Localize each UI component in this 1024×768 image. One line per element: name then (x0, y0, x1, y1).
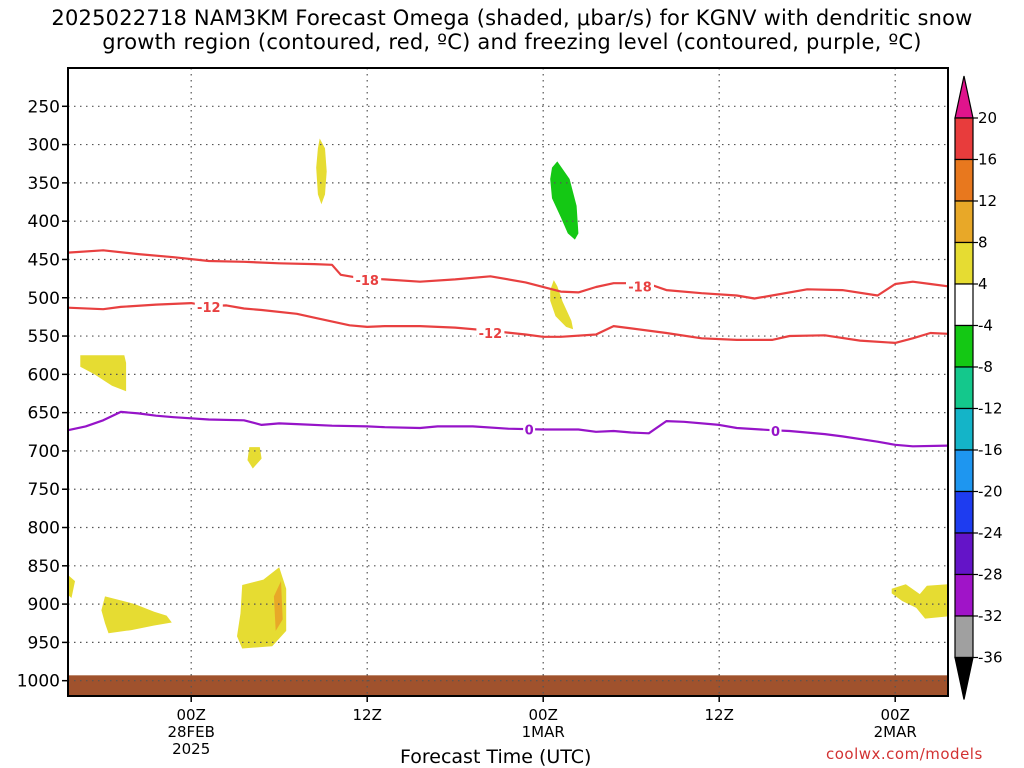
omega-region-2 (550, 280, 574, 330)
y-tick-label: 600 (28, 365, 60, 385)
colorbar-bin (954, 615, 974, 659)
x-tick-label: 00Z (529, 706, 558, 724)
title-line-1: 2025022718 NAM3KM Forecast Omega (shaded… (51, 6, 973, 30)
contour-line--18 (67, 249, 949, 300)
colorbar-tick-label: -8 (978, 358, 993, 376)
colorbar-arrow-top (954, 75, 974, 119)
contour-layer: -18 -18 -12 -12 0 0 (67, 249, 949, 448)
contour-label: -18 (628, 280, 652, 295)
colorbar-bin (954, 532, 974, 576)
y-tick-label: 950 (28, 633, 60, 653)
omega-region-3 (80, 355, 127, 392)
omega-region-6 (101, 596, 172, 634)
omega-region-9 (891, 584, 948, 619)
contour-label: 0 (525, 423, 534, 438)
plot-frame (67, 67, 949, 697)
colorbar-tick-label: 20 (978, 109, 997, 127)
colorbar-bin (954, 283, 974, 327)
colorbar-tick-label: 8 (978, 234, 988, 252)
credit-text: coolwx.com/models (826, 745, 983, 763)
colorbar-bin (954, 407, 974, 451)
omega-region-7 (237, 567, 287, 649)
colorbar-arrow-bottom (954, 656, 974, 700)
colorbar-bin (954, 490, 974, 534)
chart-title: 2025022718 NAM3KM Forecast Omega (shaded… (0, 6, 1024, 54)
omega-region-1 (550, 161, 579, 240)
y-tick-label: 350 (28, 174, 60, 194)
omega-region-8 (273, 581, 283, 631)
contour-label-bg-2-0 (523, 421, 536, 437)
x-tick-label: 2025 (172, 740, 210, 758)
omega-region-5 (68, 575, 75, 598)
contour-label: -12 (197, 301, 221, 316)
title-line-2: growth region (contoured, red, ºC) and f… (102, 30, 922, 54)
colorbar-tick-label: -16 (978, 441, 1003, 459)
omega-shading-layer (68, 138, 948, 649)
y-tick-label: 250 (28, 97, 60, 117)
y-tick-label: 800 (28, 519, 60, 539)
contour-label-bg-1-1 (476, 324, 505, 340)
x-tick-label: 00Z (881, 706, 910, 724)
colorbar-bin (954, 117, 974, 161)
colorbar-tick-label: -28 (978, 566, 1003, 584)
y-tick-label: 650 (28, 404, 60, 424)
x-tick-label: 00Z (177, 706, 206, 724)
omega-colorbar: 20 16 12 8 4 -4 -8 -12 -16 -20 -24 -28 -32 -36 (954, 75, 1003, 700)
colorbar-bin (954, 449, 974, 493)
y-tick-label: 550 (28, 327, 60, 347)
colorbar-bin (954, 366, 974, 410)
y-tick-label: 700 (28, 442, 60, 462)
terrain-fill (68, 675, 948, 696)
colorbar-tick-label: -4 (978, 317, 993, 335)
x-tick-label: 12Z (705, 706, 734, 724)
colorbar-tick-label: 16 (978, 151, 997, 169)
x-tick-label: 2MAR (874, 723, 917, 741)
y-tick-label: 300 (28, 136, 60, 156)
colorbar-tick-label: 4 (978, 275, 988, 293)
terrain-layer (68, 675, 948, 696)
colorbar-bin (954, 200, 974, 244)
x-tick-label: 28FEB (167, 723, 214, 741)
contour-label: -18 (355, 274, 379, 289)
colorbar-bin (954, 324, 974, 368)
colorbar-tick-label: -12 (978, 400, 1003, 418)
y-tick-label: 750 (28, 480, 60, 500)
contour-label-bg-2-1 (769, 423, 782, 439)
contour-line-0 (67, 410, 949, 448)
y-tick-label: 850 (28, 557, 60, 577)
colorbar-bin (954, 573, 974, 617)
x-axis-label: Forecast Time (UTC) (400, 746, 592, 768)
grid-layer (68, 68, 948, 696)
contour-label: -12 (479, 327, 503, 342)
omega-region-0 (316, 138, 327, 205)
x-tick-label: 12Z (353, 706, 382, 724)
y-tick-label: 400 (28, 212, 60, 232)
contour-label-bg-0-0 (353, 272, 382, 288)
y-axis-ticks: 250 300 350 400 450 500 550 600 650 700 750 800 850 9… (17, 97, 68, 692)
omega-region-4 (247, 447, 262, 469)
colorbar-tick-label: 12 (978, 192, 997, 210)
colorbar-bin (954, 158, 974, 202)
contour-label: 0 (771, 425, 780, 440)
y-tick-label: 900 (28, 595, 60, 615)
colorbar-bin (954, 241, 974, 285)
y-tick-label: 500 (28, 289, 60, 309)
colorbar-tick-label: -32 (978, 607, 1003, 625)
x-tick-label: 1MAR (522, 723, 565, 741)
contour-label-bg-1-0 (194, 298, 223, 314)
contour-label-bg-0-1 (626, 278, 654, 294)
colorbar-tick-label: -20 (978, 483, 1003, 501)
y-tick-label: 1000 (17, 672, 60, 692)
y-tick-label: 450 (28, 250, 60, 270)
colorbar-tick-label: -24 (978, 524, 1003, 542)
colorbar-tick-label: -36 (978, 649, 1003, 667)
